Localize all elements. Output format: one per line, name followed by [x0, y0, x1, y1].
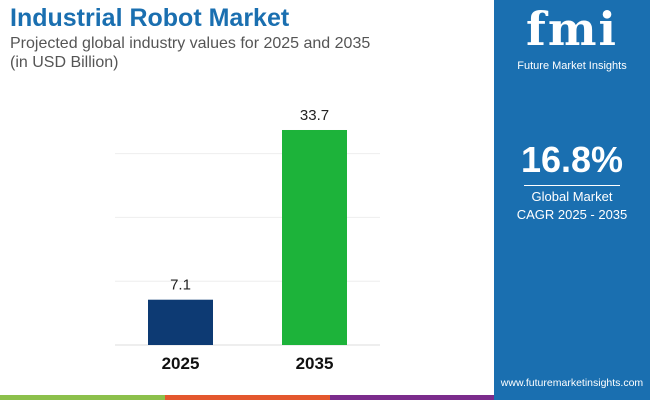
- divider: [524, 185, 620, 186]
- bar-chart: 7.1 2025 33.7 2035: [115, 107, 380, 373]
- subtitle: Projected global industry values for 202…: [10, 35, 371, 52]
- x-tick-2035: 2035: [296, 354, 334, 373]
- stripe-orange: [165, 395, 330, 400]
- cagr-value: 16.8%: [520, 139, 624, 180]
- cagr-label: Global Market: [531, 189, 613, 204]
- cagr-period: CAGR 2025 - 2035: [516, 207, 628, 222]
- brand-name: Future Market Insights: [517, 60, 627, 72]
- data-label-2035: 33.7: [300, 107, 329, 124]
- data-label-2025: 7.1: [170, 277, 191, 294]
- stripe-purple: [330, 395, 494, 400]
- bar-2025: [148, 299, 213, 345]
- bar-2035: [282, 129, 347, 345]
- x-tick-2025: 2025: [162, 354, 200, 373]
- website-link[interactable]: www.futuremarketinsights.com: [500, 377, 644, 389]
- page-title: Industrial Robot Market: [10, 4, 290, 32]
- side-panel: fmi Future Market Insights 16.8% Global …: [494, 0, 650, 400]
- subtitle-units: (in USD Billion): [10, 54, 119, 71]
- fmi-logo: fmi: [526, 2, 618, 56]
- stripe-green: [0, 395, 165, 400]
